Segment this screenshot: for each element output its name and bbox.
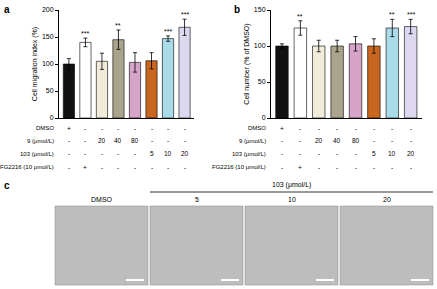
svg-text:DMSO: DMSO — [248, 125, 266, 131]
svg-text:150: 150 — [254, 6, 266, 13]
svg-text:**: ** — [297, 13, 303, 20]
svg-text:40: 40 — [114, 137, 122, 144]
svg-text:-: - — [373, 164, 375, 171]
svg-text:-: - — [299, 150, 301, 157]
svg-text:Cell number (% of DMSO): Cell number (% of DMSO) — [243, 23, 251, 104]
svg-text:-: - — [318, 125, 320, 132]
svg-text:-: - — [184, 137, 186, 144]
svg-text:-: - — [281, 150, 283, 157]
svg-text:-: - — [117, 164, 119, 171]
svg-text:20: 20 — [315, 137, 323, 144]
svg-text:-: - — [299, 137, 301, 144]
svg-text:100: 100 — [42, 60, 54, 67]
svg-text:103 (μmol/L): 103 (μmol/L) — [232, 151, 266, 157]
svg-text:-: - — [68, 150, 70, 157]
svg-text:-: - — [167, 164, 169, 171]
svg-text:5: 5 — [195, 196, 199, 203]
svg-text:50: 50 — [258, 78, 266, 85]
svg-text:***: *** — [407, 11, 415, 18]
svg-text:-: - — [134, 125, 136, 132]
svg-text:-: - — [68, 164, 70, 171]
svg-text:-: - — [410, 125, 412, 132]
svg-text:150: 150 — [42, 33, 54, 40]
svg-text:a: a — [4, 4, 10, 15]
svg-text:0: 0 — [262, 114, 266, 121]
svg-text:-: - — [101, 150, 103, 157]
svg-text:-: - — [373, 137, 375, 144]
svg-text:-: - — [299, 125, 301, 132]
svg-text:40: 40 — [333, 137, 341, 144]
svg-text:20: 20 — [98, 137, 106, 144]
svg-text:9 (μmol/L): 9 (μmol/L) — [239, 138, 266, 144]
svg-text:-: - — [184, 125, 186, 132]
svg-text:-: - — [410, 137, 412, 144]
svg-text:Cell migration index (%): Cell migration index (%) — [31, 27, 39, 101]
svg-text:-: - — [151, 125, 153, 132]
svg-text:FG2216 (10 μmol/L): FG2216 (10 μmol/L) — [0, 164, 54, 170]
svg-text:100: 100 — [254, 42, 266, 49]
svg-text:-: - — [281, 137, 283, 144]
svg-text:-: - — [355, 150, 357, 157]
svg-text:+: + — [280, 125, 284, 132]
svg-text:-: - — [167, 125, 169, 132]
svg-text:-: - — [336, 125, 338, 132]
svg-text:5: 5 — [372, 150, 376, 157]
svg-text:5: 5 — [150, 150, 154, 157]
svg-text:-: - — [84, 150, 86, 157]
svg-text:-: - — [391, 137, 393, 144]
svg-text:0: 0 — [50, 114, 54, 121]
svg-text:-: - — [117, 150, 119, 157]
svg-text:103 (μmol/L): 103 (μmol/L) — [272, 181, 311, 189]
svg-text:-: - — [336, 164, 338, 171]
svg-text:9 (μmol/L): 9 (μmol/L) — [27, 138, 54, 144]
svg-text:-: - — [101, 125, 103, 132]
svg-text:**: ** — [115, 22, 121, 29]
svg-text:-: - — [101, 164, 103, 171]
svg-text:-: - — [151, 164, 153, 171]
svg-text:-: - — [84, 125, 86, 132]
svg-text:c: c — [4, 180, 10, 191]
svg-text:10: 10 — [388, 150, 396, 157]
svg-text:-: - — [373, 125, 375, 132]
svg-text:80: 80 — [131, 137, 139, 144]
svg-text:-: - — [184, 164, 186, 171]
svg-text:20: 20 — [383, 196, 391, 203]
svg-text:-: - — [134, 164, 136, 171]
svg-text:+: + — [298, 164, 302, 171]
svg-text:b: b — [234, 4, 240, 15]
svg-text:**: ** — [389, 11, 395, 18]
svg-text:80: 80 — [352, 137, 360, 144]
svg-text:-: - — [355, 164, 357, 171]
svg-text:DMSO: DMSO — [91, 196, 113, 203]
svg-text:20: 20 — [407, 150, 415, 157]
svg-text:FG2216 (10 μmol/L): FG2216 (10 μmol/L) — [212, 164, 266, 170]
svg-text:-: - — [391, 125, 393, 132]
svg-text:-: - — [336, 150, 338, 157]
svg-text:50: 50 — [46, 87, 54, 94]
svg-text:+: + — [83, 164, 87, 171]
svg-text:-: - — [318, 164, 320, 171]
svg-text:-: - — [68, 137, 70, 144]
svg-text:-: - — [134, 150, 136, 157]
svg-text:10: 10 — [288, 196, 296, 203]
svg-text:DMSO: DMSO — [36, 125, 54, 131]
svg-text:***: *** — [81, 30, 89, 37]
svg-text:200: 200 — [42, 6, 54, 13]
svg-text:-: - — [117, 125, 119, 132]
svg-text:+: + — [67, 125, 71, 132]
svg-text:20: 20 — [181, 150, 189, 157]
svg-text:***: *** — [181, 11, 189, 18]
svg-text:10: 10 — [164, 150, 172, 157]
svg-text:-: - — [151, 137, 153, 144]
svg-text:-: - — [355, 125, 357, 132]
svg-text:-: - — [281, 164, 283, 171]
svg-text:103 (μmol/L): 103 (μmol/L) — [20, 151, 54, 157]
svg-text:-: - — [318, 150, 320, 157]
svg-text:***: *** — [164, 28, 172, 35]
svg-text:-: - — [84, 137, 86, 144]
svg-text:-: - — [410, 164, 412, 171]
svg-text:-: - — [167, 137, 169, 144]
svg-text:-: - — [391, 164, 393, 171]
